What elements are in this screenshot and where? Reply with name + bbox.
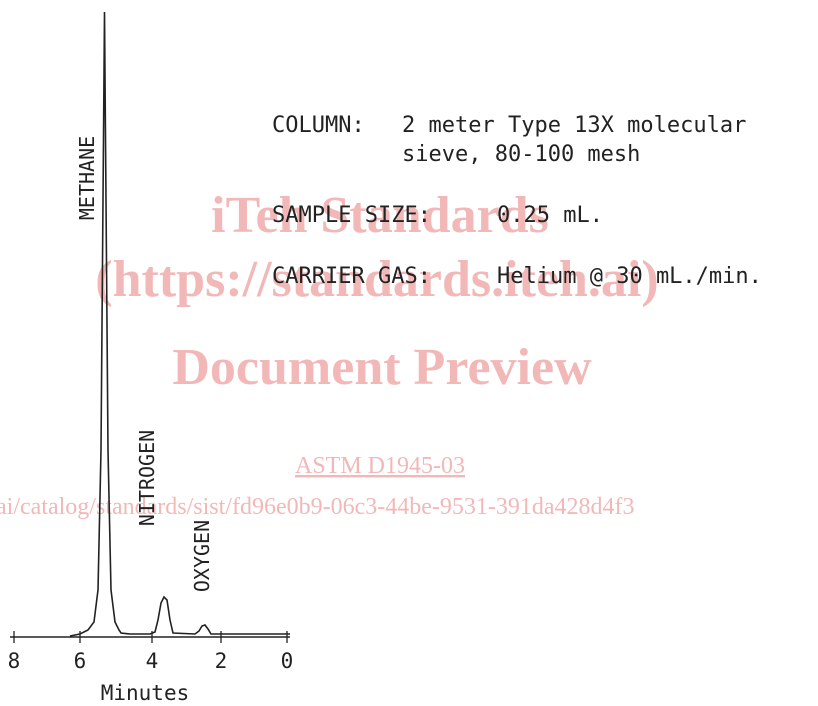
x-ticks: 8 6 4 2 0: [8, 631, 294, 673]
peak-label: METHANE: [75, 136, 99, 220]
condition-label: SAMPLE SIZE:: [272, 203, 431, 228]
condition-label: CARRIER GAS:: [272, 264, 431, 289]
chromatogram: 8 6 4 2 0 Minutes METHANE NITROGEN OXYGEN: [8, 11, 294, 705]
watermark-url: (https://standards.iteh.ai): [95, 251, 658, 308]
x-axis-label: Minutes: [101, 681, 190, 705]
x-tick-label: 8: [8, 649, 21, 673]
condition-value: 2 meter Type 13X molecular: [402, 113, 746, 138]
condition-label: COLUMN:: [272, 113, 365, 138]
conditions: COLUMN: 2 meter Type 13X molecular sieve…: [272, 113, 762, 289]
watermark-link: ai/catalog/standards/sist/fd96e0b9-06c3-…: [0, 494, 635, 520]
watermark-subtitle: Document Preview: [172, 339, 592, 396]
watermark-standard: ASTM D1945-03: [295, 453, 465, 479]
condition-value: 0.25 mL.: [497, 203, 603, 228]
condition-value: Helium @ 30 mL./min.: [497, 264, 762, 289]
x-tick-label: 0: [281, 649, 294, 673]
peak-label: NITROGEN: [135, 430, 159, 526]
condition-value: sieve, 80-100 mesh: [402, 142, 640, 167]
watermark: iTeh Standards (https://standards.iteh.a…: [0, 187, 659, 520]
watermark-title: iTeh Standards: [211, 187, 549, 244]
trace: [69, 11, 290, 637]
x-tick-label: 4: [146, 649, 159, 673]
x-tick-label: 6: [74, 649, 87, 673]
peak-label: OXYGEN: [190, 520, 214, 592]
x-tick-label: 2: [215, 649, 228, 673]
